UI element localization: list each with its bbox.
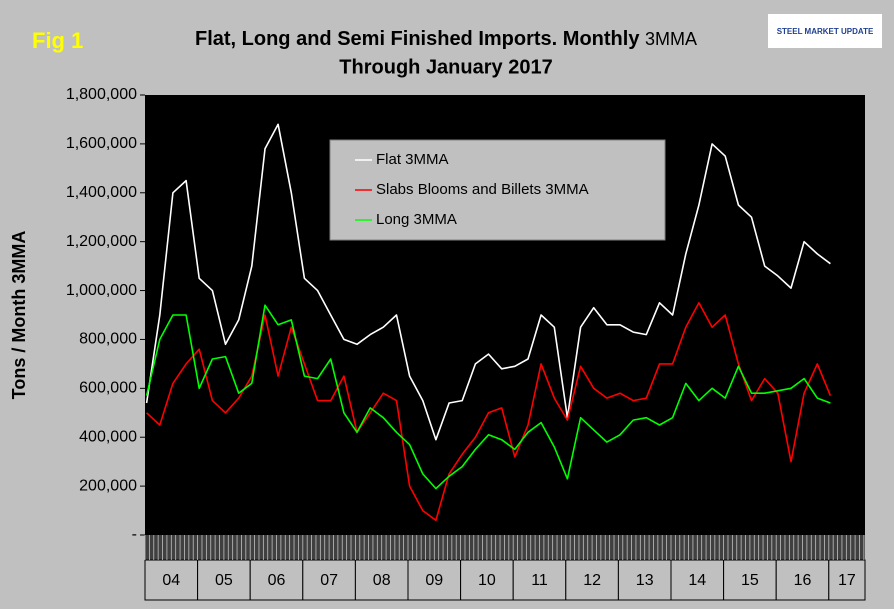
x-tick-label: 13 [636,572,654,589]
chart-title: Flat, Long and Semi Finished Imports. Mo… [195,28,697,50]
legend-label: Slabs Blooms and Billets 3MMA [376,181,589,198]
x-tick-label: 16 [794,572,812,589]
y-tick-label: 1,200,000 [66,233,137,250]
year-band [565,559,619,601]
title-main: Flat, Long and Semi Finished Imports. Mo… [195,28,640,50]
y-tick-label: 1,800,000 [66,86,137,103]
year-band [354,559,409,601]
logo: STEEL MARKET UPDATE [777,27,874,36]
x-tick-label: 11 [531,572,548,589]
y-axis-label: Tons / Month 3MMA [9,231,29,400]
year-band [775,559,830,601]
logo-box [768,14,882,48]
y-tick-label: - [132,526,137,543]
y-tick-label: 1,600,000 [66,135,137,152]
year-band [302,559,356,601]
year-band [460,559,514,601]
x-tick-label: 05 [215,572,233,589]
x-tick-label: 14 [688,572,706,589]
year-band [512,559,567,601]
title-suffix: 3MMA [645,29,697,49]
x-tick-label: 10 [478,572,496,589]
x-tick-label: 15 [741,572,759,589]
legend-label: Long 3MMA [376,211,457,228]
legend-box [329,139,666,241]
month-strip [145,535,865,560]
x-tick-label: 12 [583,572,601,589]
y-tick-label: 600,000 [79,380,137,397]
y-tick-label: 400,000 [79,428,137,445]
series-line [145,304,831,490]
series-line [145,123,831,441]
x-tick-label: 17 [838,572,856,589]
x-tick-label: 04 [162,572,180,589]
y-tick-label: 800,000 [79,331,137,348]
x-tick-label: 06 [268,572,286,589]
y-tick-label: 1,400,000 [66,184,137,201]
x-tick-label: 07 [320,572,338,589]
y-tick-label: 1,000,000 [66,282,137,299]
year-band [249,559,304,601]
year-band [617,559,672,601]
x-tick-label: 09 [425,572,443,589]
year-band [828,559,866,601]
legend-label: Flat 3MMA [376,151,449,168]
x-tick-label: 08 [373,572,391,589]
chart-subtitle: Through January 2017 [339,56,552,78]
y-tick-label: 200,000 [79,477,137,494]
figure-label: Fig 1 [32,28,83,53]
